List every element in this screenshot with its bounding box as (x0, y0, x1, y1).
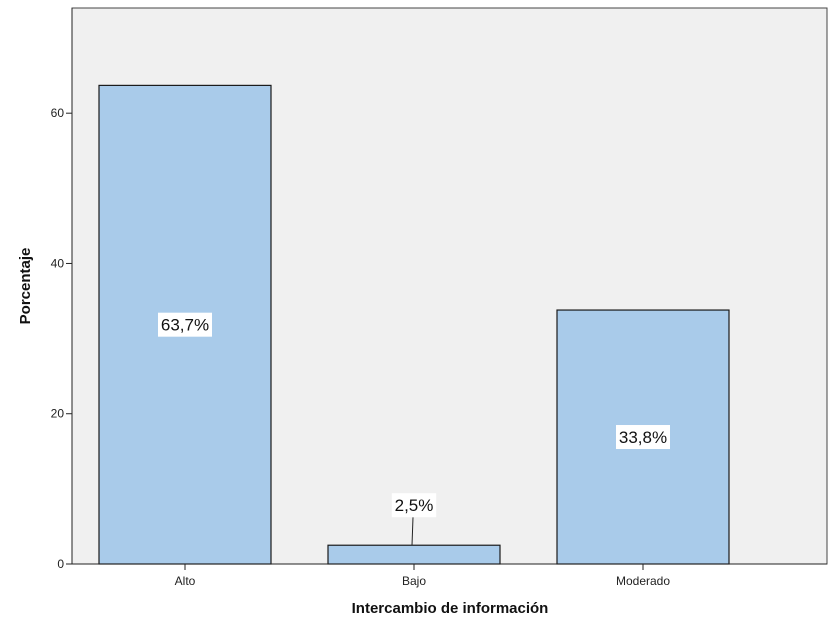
x-tick-label: Moderado (616, 574, 670, 588)
y-ticks-group: 0 20 40 60 (51, 106, 72, 571)
x-axis-title: Intercambio de información (352, 600, 549, 617)
data-label-box (158, 312, 212, 337)
data-label-box (391, 493, 437, 518)
x-tick-label: Bajo (402, 574, 426, 588)
x-ticks-group: Alto Bajo Moderado (175, 564, 670, 588)
y-tick-label: 40 (51, 256, 65, 270)
bar-bajo (327, 544, 501, 565)
bars-group (98, 84, 730, 565)
y-tick-label: 60 (51, 106, 65, 120)
data-label: 33,8% (619, 428, 667, 447)
data-labels-group: 63,7% 2,5% 33,8% (158, 312, 670, 546)
data-label: 63,7% (161, 316, 209, 335)
data-label-leader (411, 517, 414, 546)
y-tick-label: 0 (57, 557, 64, 571)
data-label-box (616, 425, 670, 450)
data-label: 2,5% (395, 496, 434, 515)
y-tick-label: 20 (51, 407, 65, 421)
y-axis-title: Porcentaje (17, 248, 34, 325)
x-tick-label: Alto (175, 574, 196, 588)
